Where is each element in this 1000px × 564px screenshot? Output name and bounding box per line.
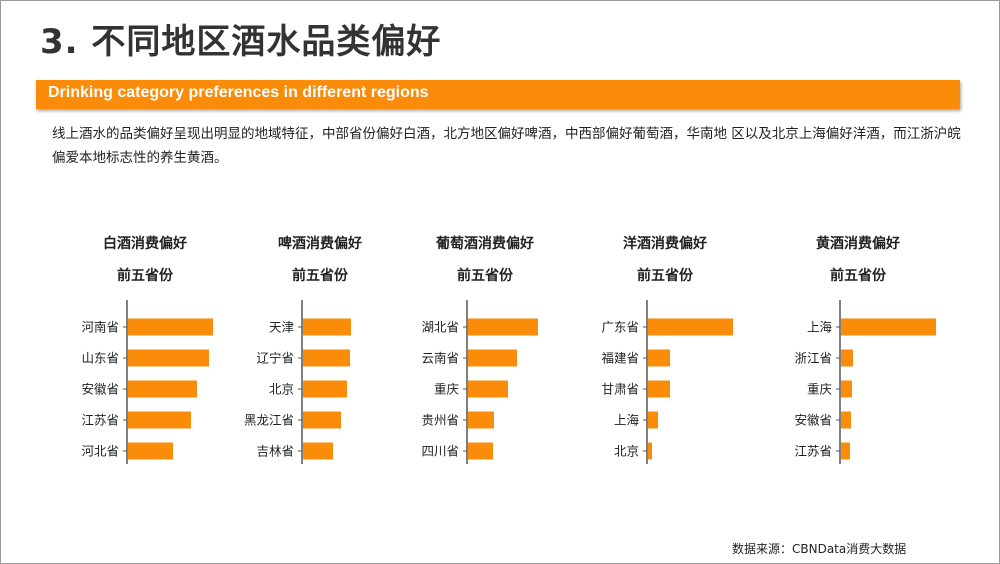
chart-title-line-2: 前五省份 xyxy=(830,268,886,284)
chart-title: 白酒消费偏好 前五省份 xyxy=(45,228,245,292)
category-label: 四川省 xyxy=(421,444,459,459)
bar xyxy=(303,380,347,398)
chart-title-line-1: 白酒消费偏好 xyxy=(103,236,187,252)
category-label: 贵州省 xyxy=(421,413,459,428)
category-label: 天津 xyxy=(269,320,294,335)
bar xyxy=(128,318,213,336)
chart-title-line-2: 前五省份 xyxy=(637,268,693,284)
banner-text: Drinking category preferences in differe… xyxy=(48,84,429,101)
chart-title-line-1: 洋酒消费偏好 xyxy=(623,236,707,252)
bar xyxy=(841,349,853,367)
category-label: 安徽省 xyxy=(794,413,832,428)
category-label: 甘肃省 xyxy=(601,382,639,397)
category-label: 重庆 xyxy=(434,382,460,397)
category-label: 山东省 xyxy=(81,351,119,366)
page-title: 3. 不同地区酒水品类偏好 xyxy=(40,22,442,62)
category-label: 辽宁省 xyxy=(256,351,294,366)
bar xyxy=(468,318,538,336)
category-label: 河南省 xyxy=(81,320,119,335)
chart-title-line-1: 葡萄酒消费偏好 xyxy=(436,236,534,252)
category-label: 安徽省 xyxy=(81,382,119,397)
bar xyxy=(303,349,350,367)
category-label: 北京 xyxy=(614,444,639,459)
category-label: 江苏省 xyxy=(81,413,119,428)
chart-title: 黄酒消费偏好 前五省份 xyxy=(758,228,958,292)
bar xyxy=(841,442,850,460)
category-label: 河北省 xyxy=(81,444,119,459)
bar xyxy=(648,380,670,398)
bar xyxy=(648,318,733,336)
category-label: 江苏省 xyxy=(794,444,832,459)
section-banner: Drinking category preferences in differe… xyxy=(36,80,960,109)
chart-title: 洋酒消费偏好 前五省份 xyxy=(565,228,765,292)
bar xyxy=(128,442,173,460)
chart-title-line-1: 啤酒消费偏好 xyxy=(278,236,362,252)
bar xyxy=(128,349,209,367)
category-label: 云南省 xyxy=(421,351,459,366)
chart-title-line-2: 前五省份 xyxy=(117,268,173,284)
bar xyxy=(303,318,351,336)
bar xyxy=(468,349,517,367)
bar xyxy=(841,380,852,398)
chart-title-line-2: 前五省份 xyxy=(457,268,513,284)
chart-title-line-1: 黄酒消费偏好 xyxy=(816,236,900,252)
bar xyxy=(128,411,191,429)
bar xyxy=(468,380,508,398)
category-label: 浙江省 xyxy=(794,351,832,366)
bar xyxy=(468,411,494,429)
chart-title-line-2: 前五省份 xyxy=(292,268,348,284)
bar xyxy=(648,349,670,367)
chart-huangjiu: 黄酒消费偏好 前五省份 上海浙江省重庆安徽省江苏省 xyxy=(758,228,958,478)
data-source: 数据来源：CBNData消费大数据 xyxy=(732,542,907,556)
bar xyxy=(841,411,851,429)
category-label: 湖北省 xyxy=(421,320,459,335)
chart-title: 啤酒消费偏好 前五省份 xyxy=(220,228,420,292)
category-label: 北京 xyxy=(269,382,294,397)
category-label: 上海 xyxy=(807,320,833,335)
category-label: 上海 xyxy=(614,413,640,428)
description-text: 线上酒水的品类偏好呈现出明显的地域特征，中部省份偏好白酒，北方地区偏好啤酒，中西… xyxy=(52,126,961,166)
chart-baijiu: 白酒消费偏好 前五省份 河南省山东省安徽省江苏省河北省 xyxy=(45,228,245,478)
chart-wine: 葡萄酒消费偏好 前五省份 湖北省云南省重庆贵州省四川省 xyxy=(385,228,585,478)
chart-beer: 啤酒消费偏好 前五省份 天津辽宁省北京黑龙江省吉林省 xyxy=(220,228,420,478)
bar xyxy=(468,442,493,460)
chart-title: 葡萄酒消费偏好 前五省份 xyxy=(385,228,585,292)
category-label: 黑龙江省 xyxy=(244,413,294,428)
bar xyxy=(303,442,333,460)
category-label: 广东省 xyxy=(601,320,639,335)
bar xyxy=(303,411,341,429)
chart-spirits: 洋酒消费偏好 前五省份 广东省福建省甘肃省上海北京 xyxy=(565,228,765,478)
bar xyxy=(841,318,936,336)
category-label: 吉林省 xyxy=(256,444,294,459)
category-label: 重庆 xyxy=(807,382,833,397)
bar xyxy=(128,380,197,398)
bar xyxy=(648,411,658,429)
category-label: 福建省 xyxy=(601,351,639,366)
bar xyxy=(648,442,652,460)
